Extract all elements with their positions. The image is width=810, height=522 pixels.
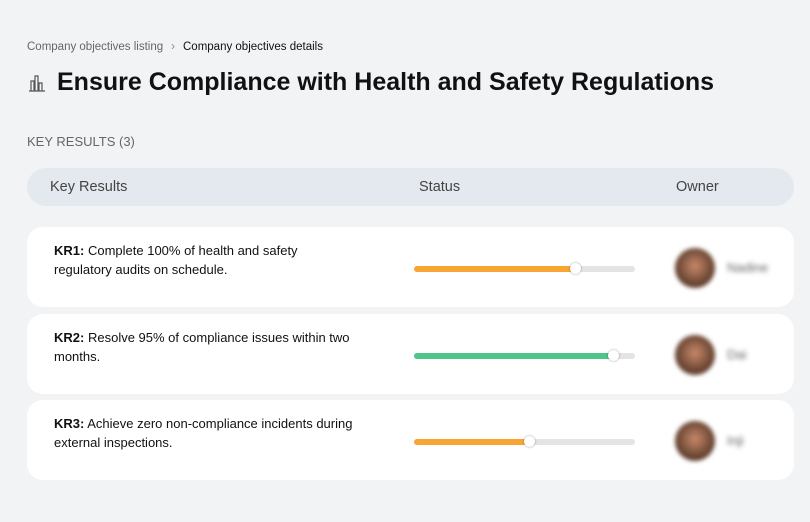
key-result-row[interactable]: KR1: Complete 100% of health and safety … — [27, 227, 794, 307]
progress-fill — [414, 353, 613, 359]
owner-name: Inji — [727, 433, 744, 448]
building-icon — [29, 74, 45, 92]
key-result-text: KR2: Resolve 95% of compliance issues wi… — [54, 328, 354, 366]
key-result-label: KR1: — [54, 243, 85, 258]
breadcrumb-separator: › — [171, 41, 175, 53]
key-result-text: KR1: Complete 100% of health and safety … — [54, 241, 354, 279]
progress-fill — [414, 439, 529, 445]
progress-handle[interactable] — [607, 350, 619, 361]
page-title: Ensure Compliance with Health and Safety… — [57, 68, 715, 96]
progress-bar[interactable] — [414, 350, 635, 361]
owner-avatar — [675, 335, 715, 375]
column-owner: Owner — [676, 179, 719, 195]
owner-name: Dai — [727, 347, 747, 362]
progress-handle[interactable] — [570, 263, 582, 274]
key-result-description: Achieve zero non-compliance incidents du… — [54, 416, 353, 450]
page-header: Ensure Compliance with Health and Safety… — [27, 68, 714, 97]
column-key-results: Key Results — [50, 179, 128, 195]
progress-bar[interactable] — [414, 436, 635, 447]
key-result-label: KR3: — [54, 416, 85, 431]
breadcrumb-parent-link[interactable]: Company objectives listing — [27, 41, 164, 53]
breadcrumb-current: Company objectives details — [183, 41, 323, 53]
breadcrumb: Company objectives listing › Company objec… — [27, 41, 323, 53]
key-result-description: Complete 100% of health and safety regul… — [54, 243, 298, 277]
progress-fill — [414, 266, 576, 272]
column-status: Status — [419, 179, 461, 195]
owner-avatar — [675, 421, 715, 461]
progress-handle[interactable] — [523, 436, 535, 447]
owner-avatar — [675, 248, 715, 288]
key-result-row[interactable]: KR2: Resolve 95% of compliance issues wi… — [27, 314, 794, 394]
table-header: Key Results Status Owner — [27, 168, 794, 206]
key-results-count: KEY RESULTS (3) — [27, 134, 135, 149]
key-result-text: KR3: Achieve zero non-compliance inciden… — [54, 414, 354, 452]
owner-name: Nadine — [727, 260, 769, 275]
progress-bar[interactable] — [414, 263, 635, 274]
key-result-description: Resolve 95% of compliance issues within … — [54, 330, 350, 364]
key-result-label: KR2: — [54, 330, 85, 345]
key-result-row[interactable]: KR3: Achieve zero non-compliance inciden… — [27, 400, 794, 480]
